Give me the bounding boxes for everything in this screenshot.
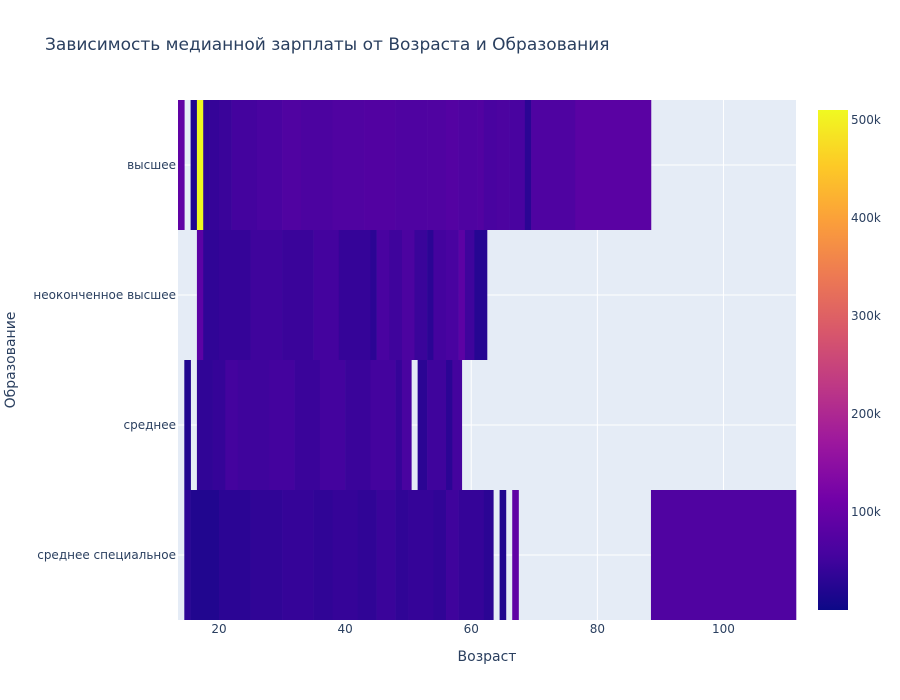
heatmap-cell [370,360,396,490]
y-tick-label: неоконченное высшее [33,288,176,302]
heatmap-cell [196,360,213,490]
heatmap-cell [196,100,204,230]
heatmap-cell [203,230,220,360]
heatmap-cell [395,100,428,230]
heatmap-cell [269,360,295,490]
heatmap-cell [231,100,258,230]
heatmap-cell [408,490,434,620]
heatmap-cell [209,100,220,230]
x-axis-ticks: 20 40 60 80 100 [211,622,735,636]
heatmap-cell [452,360,463,490]
heatmap-cell [357,490,377,620]
heatmap-cell [218,490,251,620]
heatmap-cell [417,360,428,490]
heatmap-cell [332,490,359,620]
heatmap-cell [496,100,510,230]
heatmap-cell [370,230,377,360]
heatmap-cell [458,100,478,230]
heatmap-cell [446,230,459,360]
heatmap-cell [483,490,494,620]
heatmap-cell [294,360,321,490]
heatmap-cell [427,230,434,360]
heatmap-cell [499,490,507,620]
heatmap-cell [458,230,466,360]
heatmap-cell [524,100,532,230]
heatmap-cell [250,230,283,360]
heatmap-cell [196,230,204,360]
y-tick-label: среднее специальное [37,548,176,562]
heatmap-cell [319,360,346,490]
heatmap-cell [427,360,447,490]
heatmap-cell [190,100,198,230]
heatmap-cell [338,230,371,360]
heatmap-cell [433,490,447,620]
heatmap-cell [446,100,459,230]
heatmap-cell [376,230,390,360]
heatmap-cells [178,100,797,620]
heatmap-cell [190,490,220,620]
heatmap-cell [282,490,314,620]
heatmap-cell [575,100,652,230]
x-tick-label: 80 [590,622,605,636]
heatmap-cell [184,360,191,490]
x-tick-label: 100 [712,622,735,636]
y-axis-ticks: высшее неоконченное высшее среднее среднее … [33,158,176,562]
colorbar-tick-label: 400k [851,211,881,225]
colorbar-ticks: 100k 200k 300k 400k 500k [851,113,881,519]
heatmap-cell [395,490,409,620]
y-tick-label: среднее [123,418,176,432]
colorbar: 100k 200k 300k 400k 500k [818,110,881,610]
heatmap-cell [332,100,365,230]
heatmap-cell [250,490,283,620]
heatmap-cell [464,230,475,360]
heatmap-cell [395,360,403,490]
y-tick-label: высшее [127,158,176,172]
heatmap-cell [364,100,396,230]
x-tick-label: 20 [211,622,226,636]
heatmap-cell [282,100,302,230]
colorbar-tick-label: 500k [851,113,881,127]
heatmap-cell [427,100,447,230]
heatmap-cell [218,230,251,360]
heatmap-cell [184,490,191,620]
colorbar-tick-label: 200k [851,407,881,421]
heatmap-cell [650,490,797,620]
heatmap-cell [203,100,210,230]
heatmap-cell [446,360,453,490]
x-tick-label: 60 [464,622,479,636]
heatmap-cell [218,100,232,230]
x-tick-label: 40 [337,622,352,636]
y-axis-title: Образование [3,312,19,409]
chart-title: Зависимость медианной зарплаты от Возрас… [45,35,610,55]
heatmap-cell [458,490,485,620]
x-axis-title: Возраст [458,649,517,665]
heatmap-cell [401,360,412,490]
heatmap-cell [282,230,314,360]
heatmap-cell [446,490,459,620]
heatmap-cell [376,490,396,620]
heatmap-cell [512,490,519,620]
heatmap-cell [531,100,576,230]
heatmap-cell [401,230,415,360]
colorbar-tick-label: 100k [851,505,881,519]
heatmap-cell [256,100,283,230]
colorbar-tick-label: 300k [851,309,881,323]
heatmap-cell [212,360,226,490]
heatmap-cell [477,100,485,230]
heatmap-cell [414,230,428,360]
heatmap-cell [483,100,497,230]
heatmap-cell [300,100,333,230]
heatmap-cell [225,360,239,490]
colorbar-gradient [818,110,848,610]
heatmap-cell [509,100,526,230]
heatmap-cell [433,230,447,360]
heatmap-cell [313,230,340,360]
heatmap-cell [237,360,270,490]
heatmap-cell [345,360,371,490]
heatmap-cell [389,230,403,360]
heatmap-cell [313,490,333,620]
heatmap-cell [474,230,488,360]
heatmap-cell [178,100,185,230]
